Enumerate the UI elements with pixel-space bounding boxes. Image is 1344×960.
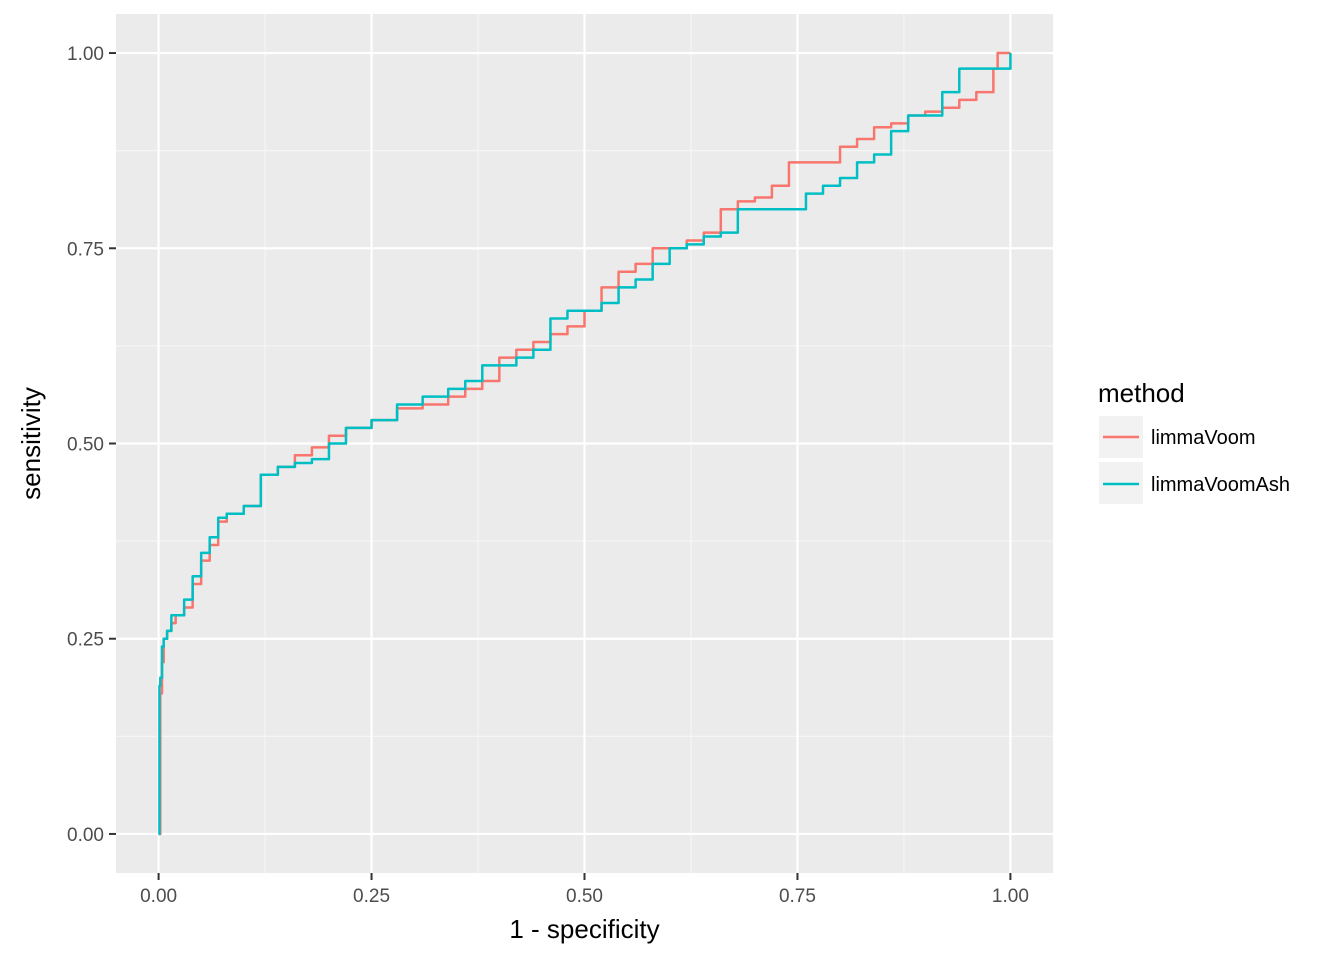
y-tick-label: 0.00	[67, 825, 104, 846]
legend: method limmaVoom limmaVoomAsh	[1098, 378, 1290, 504]
x-tick-label: 0.50	[566, 886, 603, 907]
y-tick-label: 0.75	[67, 239, 104, 260]
legend-label-limmavoom: limmaVoom	[1151, 427, 1255, 449]
x-tick-label: 0.75	[779, 886, 816, 907]
x-tick-label: 1.00	[992, 886, 1029, 907]
legend-title: method	[1098, 378, 1185, 408]
series-layer	[158, 51, 1012, 836]
y-tick-label: 0.50	[67, 435, 104, 456]
x-tick-label: 0.00	[140, 886, 177, 907]
x-axis-title: 1 - specificity	[509, 914, 659, 944]
series-line-limmavoomash	[158, 53, 1012, 836]
x-tick-label: 0.25	[353, 886, 390, 907]
x-axis-ticks: 0.00 0.25 0.50 0.75 1.00	[140, 873, 1029, 907]
y-axis-ticks: 0.00 0.25 0.50 0.75 1.00	[67, 44, 116, 846]
y-axis-title: sensitivity	[16, 387, 46, 500]
legend-label-limmavoomash: limmaVoomAsh	[1151, 474, 1290, 496]
y-tick-label: 1.00	[67, 44, 104, 65]
y-tick-label: 0.25	[67, 630, 104, 651]
